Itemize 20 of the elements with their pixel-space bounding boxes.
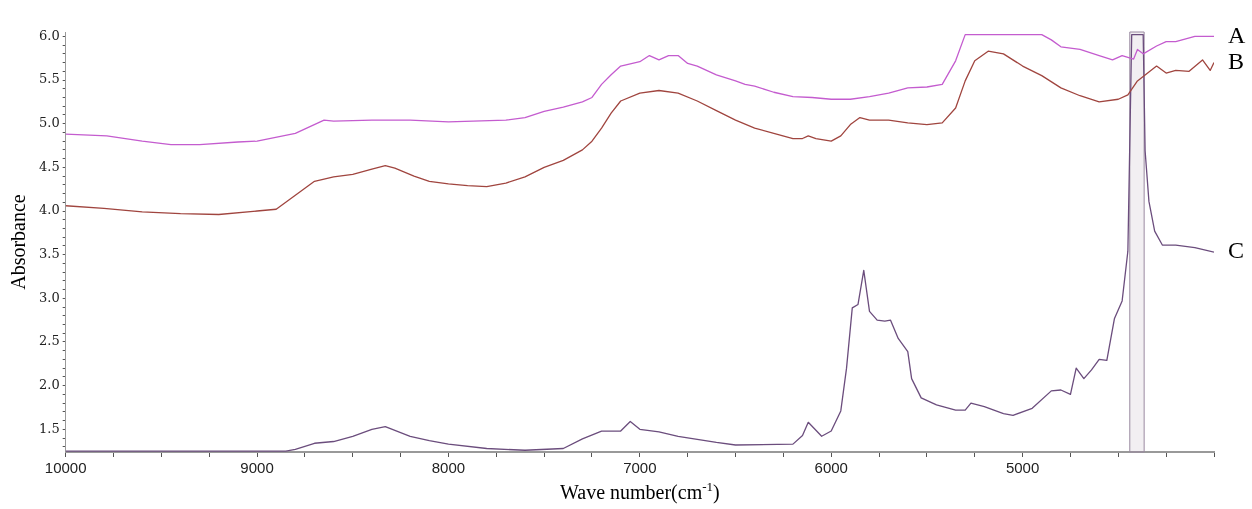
series-label: A xyxy=(1228,21,1246,48)
y-tick-label: 4.5 xyxy=(38,158,60,174)
y-tick-label: 1.5 xyxy=(38,420,60,436)
x-tick-label: 6000 xyxy=(814,459,848,477)
x-tick-label: 8000 xyxy=(431,459,466,477)
y-axis-title: Absorbance xyxy=(7,194,30,290)
x-tick-label: 10000 xyxy=(44,459,87,477)
x-tick-label: 9000 xyxy=(240,459,274,477)
y-tick-label: 5.5 xyxy=(38,71,60,87)
y-tick-label: 2.5 xyxy=(38,333,60,349)
series-label: B xyxy=(1228,47,1245,74)
y-tick-label: 3.0 xyxy=(38,289,60,305)
x-tick-label: 7000 xyxy=(623,459,657,477)
y-tick-label: 3.5 xyxy=(38,246,60,262)
series-label: C xyxy=(1228,237,1245,264)
y-tick-label: 4.0 xyxy=(38,202,60,218)
y-tick-label: 6.0 xyxy=(38,27,60,43)
y-tick-label: 2.0 xyxy=(38,377,60,393)
x-tick-label: 5000 xyxy=(1005,459,1040,477)
y-tick-label: 5.0 xyxy=(38,115,60,131)
